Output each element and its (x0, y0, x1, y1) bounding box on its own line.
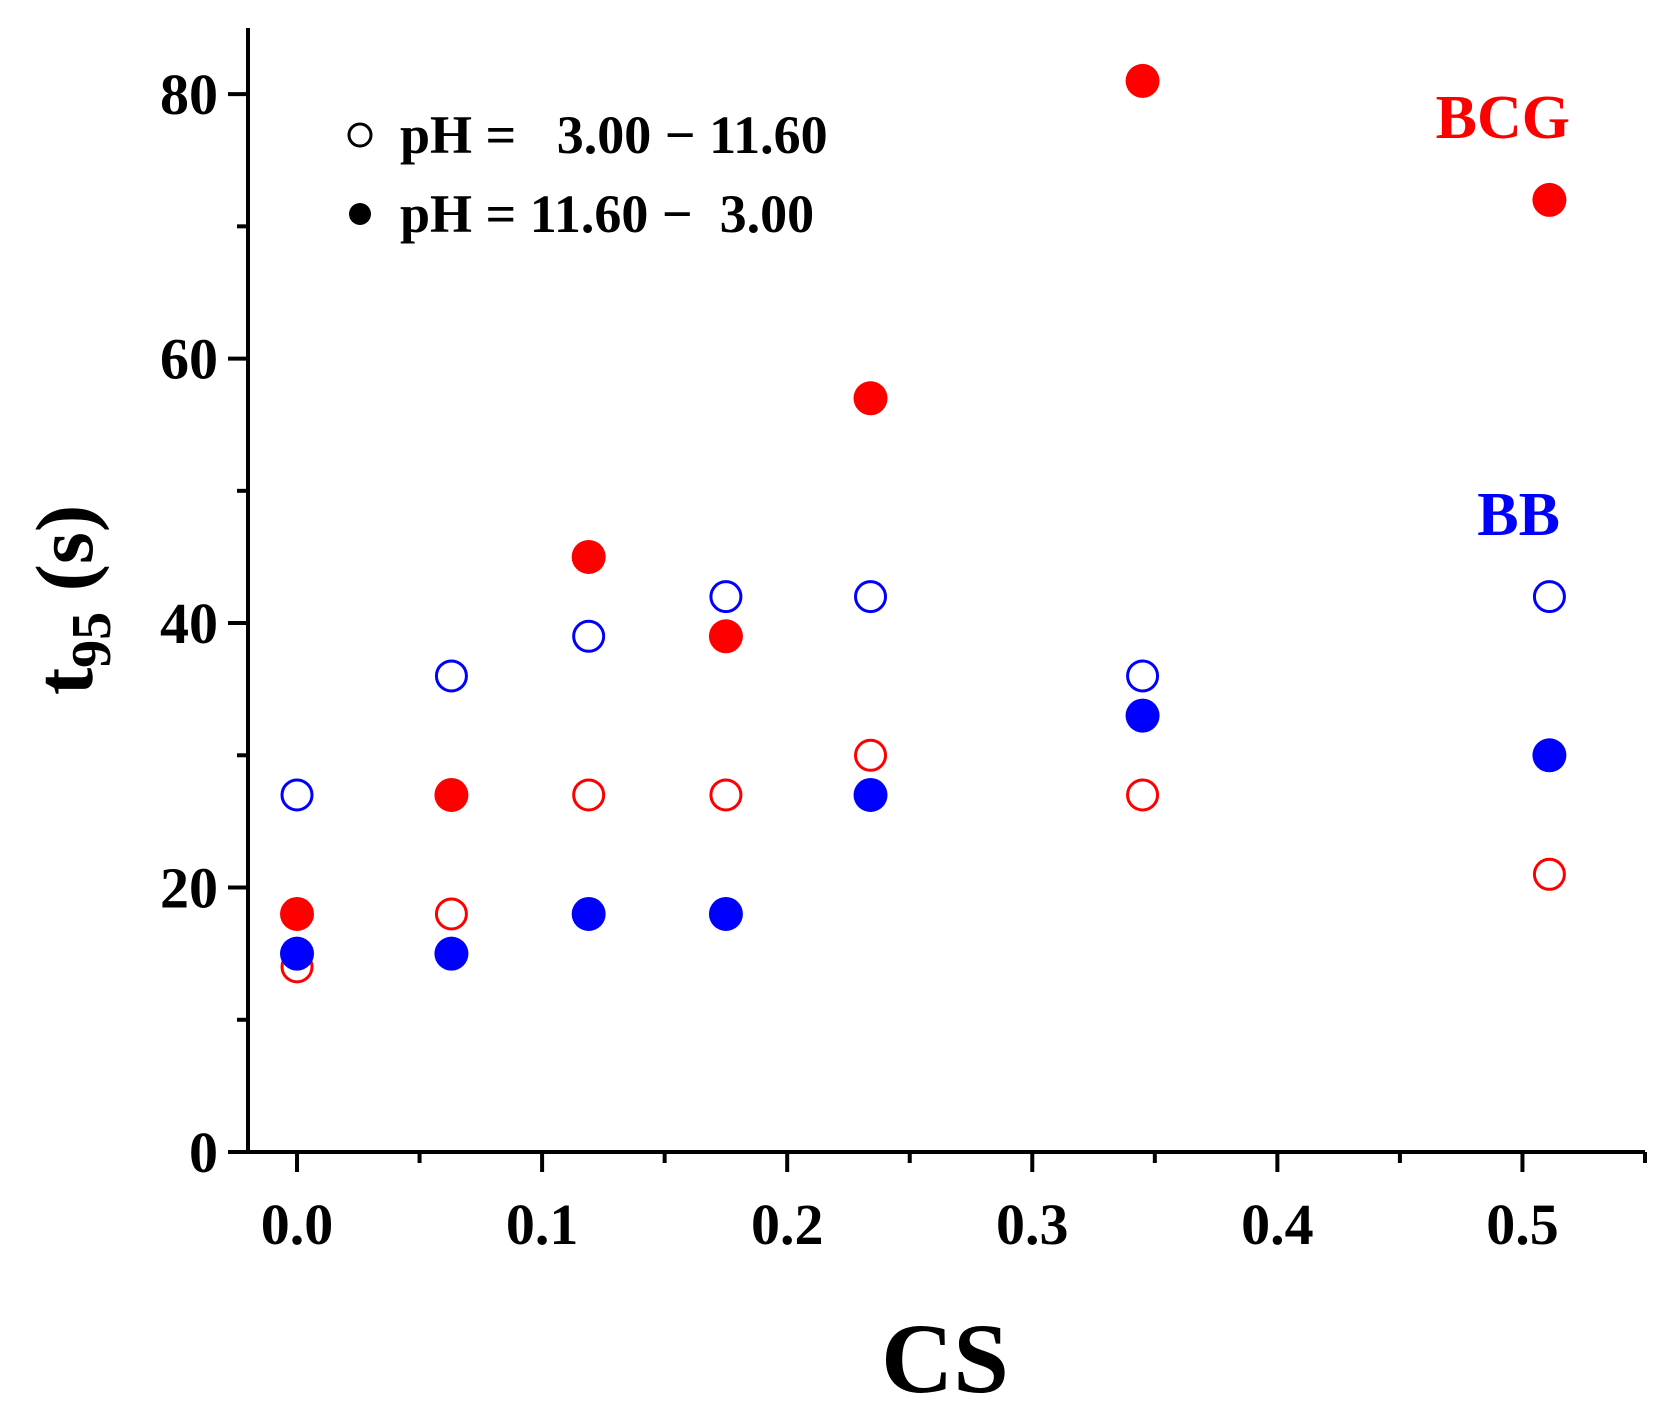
y-tick-label: 60 (160, 327, 218, 392)
filled-data-point (571, 539, 606, 574)
filled-data-point (708, 619, 743, 654)
x-tick-label: 0.1 (506, 1192, 579, 1257)
y-tick-label: 20 (160, 856, 218, 921)
open-data-point (709, 778, 743, 812)
filled-data-point (708, 896, 743, 931)
annotation-bcg: BCG (1436, 84, 1570, 152)
open-data-point (572, 619, 606, 653)
open-data-point (434, 659, 468, 693)
open-data-point (1532, 857, 1566, 891)
filled-data-point (1532, 182, 1567, 217)
open-data-point (572, 778, 606, 812)
open-data-point (1126, 659, 1160, 693)
legend-filled-marker (349, 203, 371, 225)
open-data-point (280, 778, 314, 812)
x-tick-label: 0.3 (996, 1192, 1069, 1257)
open-data-point (1532, 580, 1566, 614)
y-tick-label: 40 (160, 591, 218, 656)
filled-data-point (434, 936, 469, 971)
y-axis-title: t95 (s) (19, 505, 123, 695)
filled-data-point (434, 777, 469, 812)
open-data-point (854, 738, 888, 772)
open-data-point (434, 897, 468, 931)
open-data-point (854, 580, 888, 614)
axes (246, 28, 1645, 1154)
annotation-bb: BB (1477, 481, 1560, 549)
filled-data-point (280, 896, 315, 931)
y-tick-label: 80 (160, 62, 218, 127)
open-data-point (709, 580, 743, 614)
filled-data-point (1125, 698, 1160, 733)
filled-data-point (1532, 738, 1567, 773)
x-axis-title: CS (881, 1303, 1009, 1414)
x-tick-label: 0.0 (261, 1192, 334, 1257)
filled-data-point (280, 936, 315, 971)
y-axis-title-unit: (s) (19, 505, 110, 612)
ticks: 0.0 0.1 0.2 0.3 0.4 0.5 0 20 40 60 80 (160, 62, 1647, 1257)
y-axis-title-main: t (19, 668, 110, 695)
x-tick-label: 0.2 (751, 1192, 824, 1257)
filled-data-point (853, 777, 888, 812)
y-tick-label: 0 (189, 1120, 218, 1185)
legend-label-filled: pH = 11.60 − 3.00 (400, 184, 814, 244)
legend-label-open: pH = 3.00 − 11.60 (400, 105, 828, 165)
open-data-point (1126, 778, 1160, 812)
filled-data-point (853, 381, 888, 416)
legend-open-marker (347, 122, 373, 148)
y-axis-title-subscript: 95 (61, 612, 123, 668)
filled-data-point (571, 896, 606, 931)
x-tick-label: 0.4 (1241, 1192, 1314, 1257)
x-tick-label: 0.5 (1486, 1192, 1559, 1257)
legend: pH = 3.00 − 11.60 pH = 11.60 − 3.00 (347, 105, 828, 244)
filled-data-point (1125, 63, 1160, 98)
data-points (280, 63, 1567, 984)
